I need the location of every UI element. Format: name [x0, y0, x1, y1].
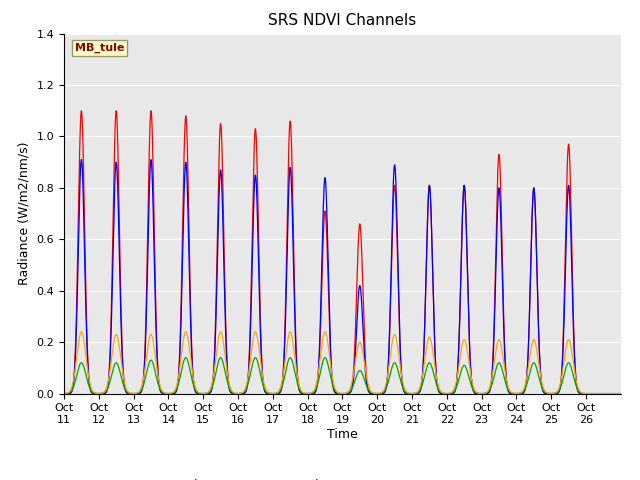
- NDVI_650out: [60, 391, 68, 396]
- NDVI_650in: [617, 391, 625, 396]
- NDVI_650in: [499, 260, 506, 266]
- NDVI_810in: [60, 391, 68, 396]
- Text: MB_tule: MB_tule: [75, 43, 125, 53]
- NDVI_650in: [77, 108, 85, 114]
- NDVI_650in: [414, 391, 422, 396]
- Legend: NDVI_650in, NDVI_810in, NDVI_650out, NDVI_810out: NDVI_650in, NDVI_810in, NDVI_650out, NDV…: [94, 473, 591, 480]
- NDVI_810out: [174, 376, 182, 382]
- NDVI_810in: [617, 391, 625, 396]
- NDVI_810out: [617, 391, 625, 396]
- NDVI_650out: [499, 368, 506, 373]
- Title: SRS NDVI Channels: SRS NDVI Channels: [268, 13, 417, 28]
- NDVI_810in: [77, 157, 85, 163]
- NDVI_810out: [463, 346, 471, 351]
- Line: NDVI_650out: NDVI_650out: [64, 358, 621, 394]
- NDVI_650in: [532, 225, 540, 231]
- NDVI_810out: [499, 350, 506, 356]
- NDVI_810in: [463, 249, 471, 254]
- NDVI_810in: [174, 379, 182, 384]
- NDVI_810in: [499, 278, 506, 284]
- NDVI_650out: [611, 391, 618, 396]
- NDVI_810out: [60, 391, 68, 396]
- NDVI_650out: [174, 383, 182, 388]
- NDVI_650out: [463, 367, 471, 373]
- Line: NDVI_650in: NDVI_650in: [64, 111, 621, 394]
- NDVI_810out: [611, 391, 618, 396]
- NDVI_650in: [463, 249, 471, 254]
- NDVI_810in: [414, 391, 422, 396]
- NDVI_650out: [414, 390, 422, 396]
- NDVI_650out: [532, 363, 540, 369]
- NDVI_810out: [414, 388, 422, 394]
- NDVI_810in: [611, 391, 618, 396]
- NDVI_650out: [182, 355, 189, 360]
- NDVI_650in: [60, 391, 68, 396]
- NDVI_810out: [532, 342, 540, 348]
- Line: NDVI_810out: NDVI_810out: [64, 332, 621, 394]
- NDVI_650out: [617, 391, 625, 396]
- NDVI_810out: [77, 329, 85, 335]
- Y-axis label: Radiance (W/m2/nm/s): Radiance (W/m2/nm/s): [18, 142, 31, 285]
- NDVI_650in: [174, 376, 182, 382]
- X-axis label: Time: Time: [327, 428, 358, 441]
- Line: NDVI_810in: NDVI_810in: [64, 160, 621, 394]
- NDVI_810in: [532, 225, 540, 231]
- NDVI_650in: [611, 391, 618, 396]
